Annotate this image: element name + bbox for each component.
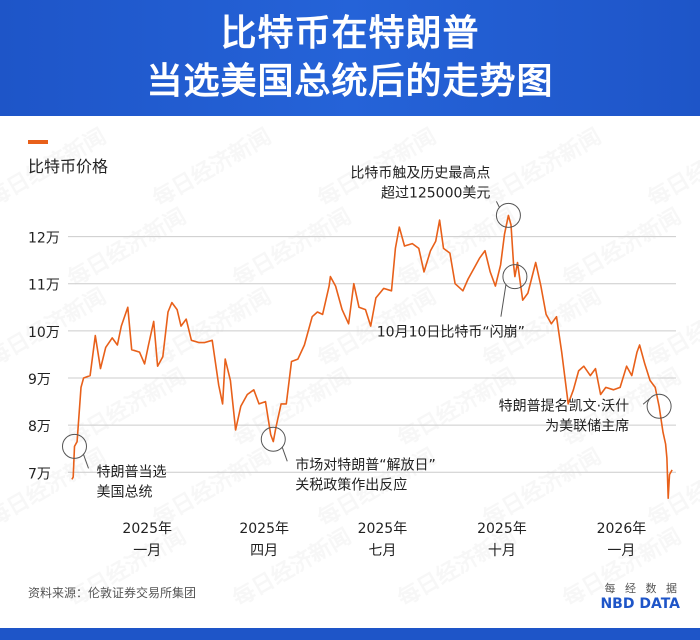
brand-cn: 每 经 数 据 (604, 582, 680, 595)
x-tick-label-month: 七月 (368, 543, 396, 559)
legend-swatch (28, 140, 48, 144)
annotation-text: 比特币触及历史最高点 (350, 164, 490, 181)
x-tick-label-year: 2025年 (239, 521, 289, 537)
x-tick-label-month: 十月 (488, 543, 516, 559)
callout-circle (502, 264, 528, 290)
annotation-text: 特朗普提名凯文·沃什 (499, 398, 629, 414)
page-title-line1: 比特币在特朗普 (220, 13, 480, 54)
x-tick-label-year: 2025年 (358, 521, 408, 537)
y-tick-label: 7万 (28, 466, 51, 482)
x-tick-label-month: 四月 (250, 543, 278, 559)
bottom-bar (0, 628, 700, 640)
page-title-line2: 当选美国总统后的走势图 (146, 61, 554, 102)
header-banner: 比特币在特朗普 当选美国总统后的走势图 (0, 0, 700, 116)
y-tick-label: 11万 (28, 278, 60, 294)
y-tick-label: 12万 (28, 231, 60, 247)
callout-line (495, 201, 500, 208)
brand-en: NBD DATA (600, 596, 680, 612)
brand-logo: 每 经 数 据 NBD DATA (600, 580, 680, 612)
y-tick-label: 10万 (28, 325, 60, 341)
annotation-text: 特朗普当选 (96, 464, 166, 480)
source-note: 资料来源：伦敦证券交易所集团 (28, 586, 197, 600)
x-tick-label-year: 2025年 (122, 521, 172, 537)
series-label: 比特币价格 (28, 157, 109, 176)
price-line (71, 214, 673, 499)
x-tick-label-year: 2026年 (597, 521, 647, 537)
callout-circle (646, 393, 672, 419)
annotation-text: 市场对特朗普“解放日” (295, 456, 436, 473)
y-tick-label: 9万 (28, 372, 51, 388)
callout-line (83, 454, 89, 469)
callout-circle (495, 202, 521, 228)
x-tick-label-month: 一月 (607, 543, 635, 559)
annotation-text: 关税政策作出反应 (295, 476, 407, 493)
callout-circle (260, 426, 286, 452)
annotation-text: 超过125000美元 (381, 185, 490, 201)
annotation-text: 美国总统 (96, 484, 152, 500)
x-tick-label-month: 一月 (133, 543, 161, 559)
y-tick-label: 8万 (28, 419, 51, 435)
callout-circle (61, 433, 87, 459)
annotation-text: 10月10日比特币“闪崩” (377, 325, 525, 341)
callout-line (500, 284, 507, 317)
callout-line (642, 397, 651, 405)
annotation-text: 为美联储主席 (545, 418, 629, 434)
x-tick-label-year: 2025年 (477, 521, 527, 537)
callout-line (281, 447, 288, 462)
